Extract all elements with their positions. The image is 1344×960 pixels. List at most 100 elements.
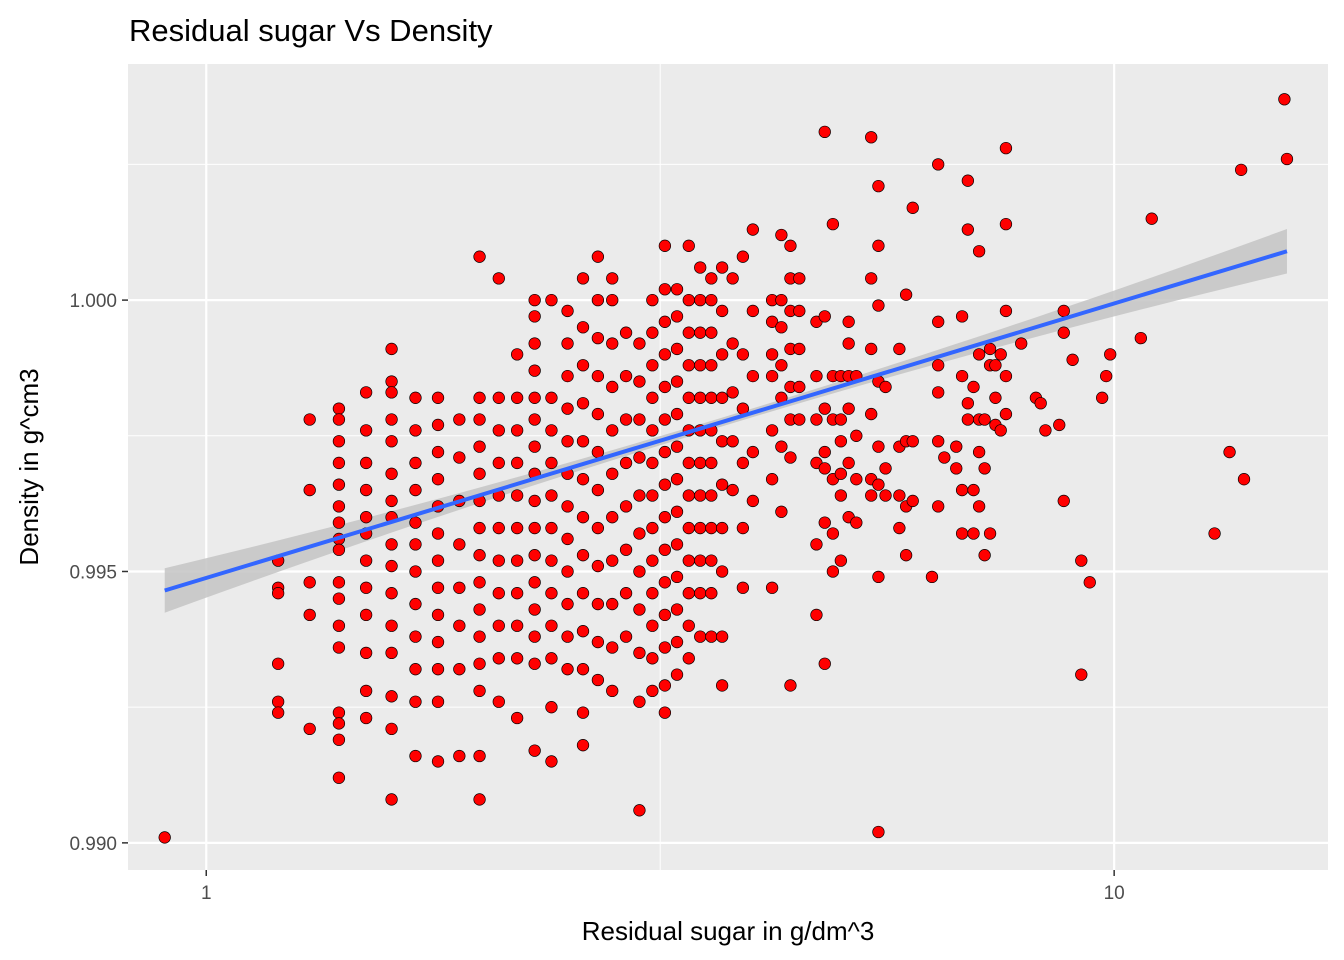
scatter-point [842,402,855,415]
scatter-point [473,250,486,263]
scatter-point [1134,331,1147,345]
scatter-point [561,565,574,578]
scatter-point [271,587,285,600]
scatter-point [576,397,590,410]
scatter-point [842,337,855,350]
scatter-point [646,652,659,665]
scatter-point [842,456,855,470]
scatter-point [492,521,505,535]
scatter-point [332,516,346,529]
scatter-point [1015,337,1028,350]
scatter-point [545,554,558,567]
y-axis-ticks: 0.990 0.995 1.000 [69,291,128,855]
scatter-point [818,125,831,138]
scatter-point [528,630,541,643]
scatter-point [646,359,659,372]
scatter-point [576,435,590,448]
scatter-point [385,559,398,573]
scatter-point [736,456,750,470]
scatter-point [999,217,1013,231]
scatter-point [385,413,398,426]
scatter-point [670,310,684,323]
scatter-point [694,391,707,404]
scatter-point [955,310,969,323]
scatter-point [385,619,398,632]
scatter-point [1145,212,1158,225]
scatter-point [561,402,574,415]
scatter-point [431,473,445,486]
scatter-point [865,407,878,421]
scatter-point [938,451,951,464]
scatter-point [591,483,605,497]
scatter-point [765,315,779,328]
scatter-point [694,521,707,535]
data-points [158,93,1294,844]
scatter-point [810,413,823,426]
scatter-point [746,445,760,459]
scatter-point [606,511,619,524]
scatter-point [332,543,346,556]
scatter-point [705,326,718,339]
scatter-point [746,494,760,508]
scatter-point [705,489,718,502]
scatter-point [606,684,619,698]
scatter-point [633,527,646,540]
scatter-point [932,386,945,399]
scatter-point [925,570,939,584]
scatter-point [879,489,892,502]
scatter-point [385,793,398,806]
scatter-point [1053,418,1066,432]
scatter-point [528,657,541,670]
scatter-point [793,304,806,318]
scatter-point [955,369,969,383]
scatter-point [528,603,541,616]
scatter-point [332,706,346,719]
scatter-point [606,337,619,350]
scatter-point [619,630,633,643]
scatter-point [332,456,346,470]
scatter-point [409,456,422,470]
scatter-point [705,587,718,600]
scatter-point [793,272,806,285]
scatter-point [545,619,558,632]
scatter-point [899,549,913,562]
scatter-point [670,603,684,616]
scatter-point [359,511,373,524]
scatter-point [528,337,541,350]
scatter-point [473,684,486,698]
scatter-point [492,391,505,404]
scatter-point [682,587,695,600]
scatter-point [619,587,633,600]
scatter-point [746,369,760,383]
scatter-point [591,673,605,687]
scatter-point [359,386,373,399]
scatter-point [409,630,422,643]
scatter-point [576,272,590,285]
scatter-point [591,293,605,307]
scatter-point [473,467,486,480]
scatter-point [932,359,945,372]
scatter-point [682,293,695,307]
scatter-point [682,239,695,252]
scatter-point [865,131,878,144]
scatter-point [658,576,672,589]
scatter-point [978,462,991,475]
scatter-point [492,456,505,470]
scatter-point [431,391,445,404]
scatter-point [646,293,659,307]
scatter-point [646,391,659,404]
scatter-point [510,391,524,404]
scatter-point [385,538,398,551]
scatter-point [893,342,906,356]
y-tick-label: 0.990 [69,834,117,855]
scatter-point [332,641,346,654]
scatter-point [385,467,398,480]
scatter-point [431,695,445,708]
scatter-point [670,570,684,584]
scatter-point [694,359,707,372]
scatter-point [332,717,346,730]
scatter-point [303,483,316,497]
scatter-point [994,424,1007,437]
scatter-point [359,711,373,725]
